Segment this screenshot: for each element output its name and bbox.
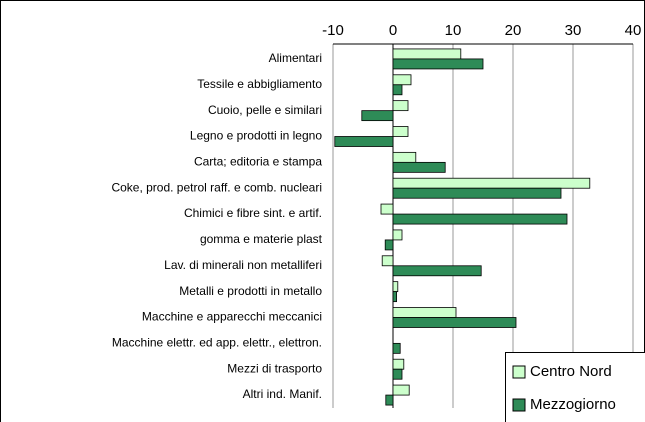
bar: [381, 255, 394, 267]
bar: [392, 317, 517, 328]
bar: [392, 281, 399, 293]
bar: [380, 203, 394, 215]
bar: [392, 48, 462, 60]
bar: [361, 110, 394, 122]
category-label: Cuoio, pelle e similari: [208, 103, 322, 117]
category-label: Chimici e fibre sint. e artif.: [184, 206, 322, 220]
x-tick-label: 30: [565, 22, 582, 39]
bar: [392, 213, 568, 225]
category-label: Legno e prodotti in legno: [190, 129, 322, 143]
x-tick-label: -10: [322, 22, 344, 39]
category-label: Mezzi di trasporto: [227, 361, 322, 375]
bar: [392, 368, 403, 380]
category-label: Metalli e prodotti in metallo: [179, 284, 322, 298]
bar: [385, 394, 394, 406]
bar: [392, 58, 484, 70]
bar: [392, 187, 562, 199]
legend-swatch: [512, 365, 526, 379]
x-tick-label: 40: [625, 22, 642, 39]
legend-box: [505, 352, 645, 422]
category-label: Coke, prod. petrol raff. e comb. nuclear…: [111, 180, 322, 194]
bar: [392, 342, 401, 354]
bar: [392, 151, 417, 163]
bar: [392, 291, 397, 303]
bar: [392, 84, 403, 96]
category-label: Alimentari: [269, 51, 322, 65]
bar: [384, 239, 394, 251]
x-tick-label: 10: [445, 22, 462, 39]
x-tick-label: 0: [389, 22, 397, 39]
bar: [334, 136, 394, 147]
category-label: Lav. di minerali non metalliferi: [164, 258, 322, 272]
bar: [392, 177, 591, 189]
x-tick-label: 20: [505, 22, 522, 39]
category-label: Altri ind. Manif.: [243, 387, 322, 401]
bar: [392, 100, 409, 112]
bar: [392, 161, 446, 173]
category-label: gomma e materie plast: [200, 232, 323, 246]
category-label: Carta; editoria e stampa: [194, 155, 322, 169]
bar: [392, 229, 403, 241]
bar: [392, 307, 457, 318]
bar: [392, 74, 412, 86]
legend-label: Mezzogiorno: [530, 396, 616, 413]
bar: [392, 265, 482, 277]
legend-swatch: [512, 398, 526, 412]
legend-label: Centro Nord: [530, 363, 612, 380]
bar: [392, 384, 410, 396]
bar: [392, 126, 409, 137]
category-label: Tessile e abbigliamento: [197, 77, 322, 91]
bar: [392, 358, 405, 370]
category-label: Macchine elettr. ed app. elettr., elettr…: [112, 336, 322, 350]
category-label: Macchine e apparecchi meccanici: [142, 310, 322, 324]
